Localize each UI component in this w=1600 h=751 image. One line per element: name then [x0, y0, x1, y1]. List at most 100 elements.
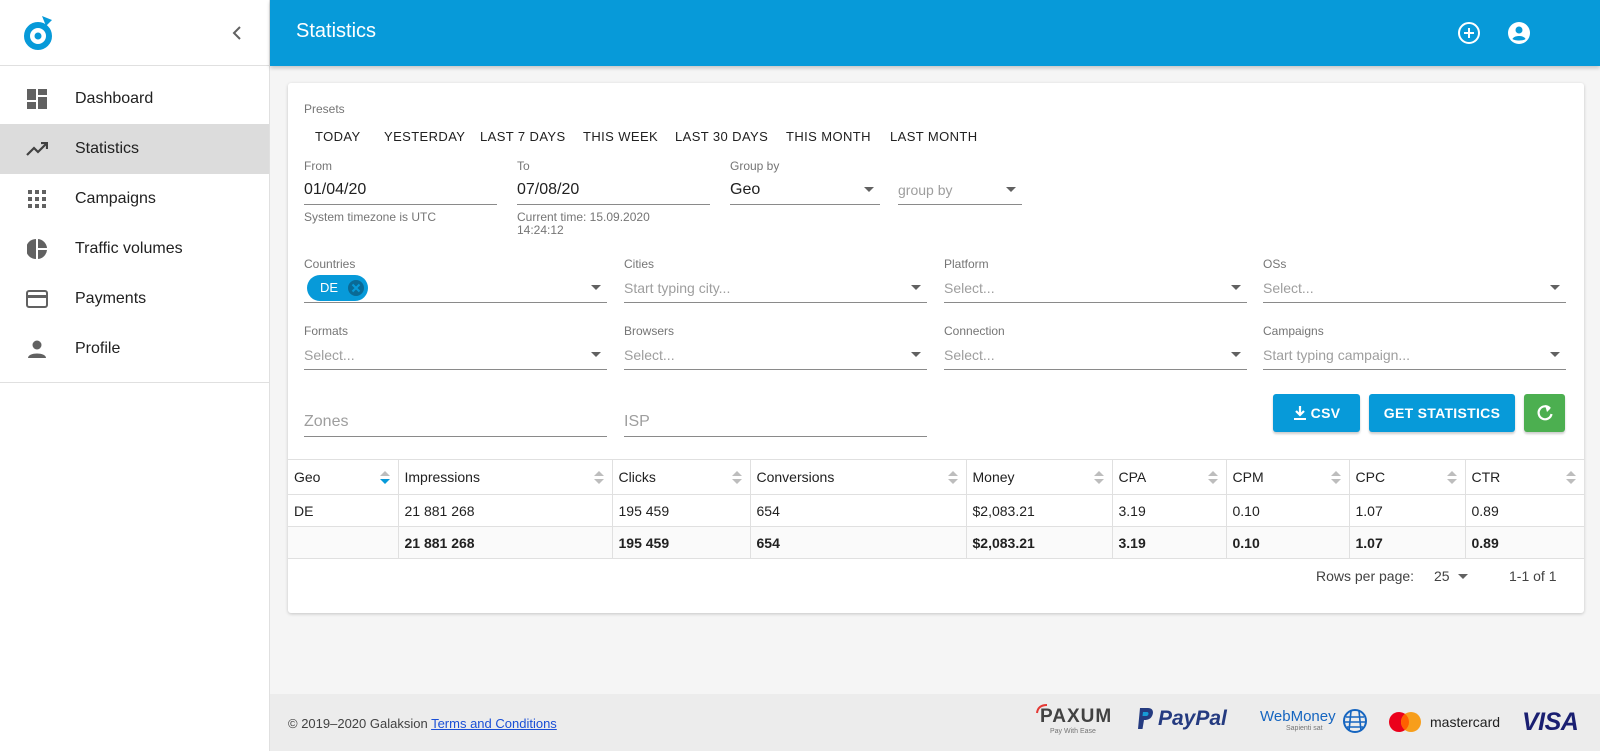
- get-statistics-button[interactable]: GET STATISTICS: [1369, 394, 1515, 432]
- total-money: $2,083.21: [966, 526, 1113, 559]
- reset-button[interactable]: [1524, 394, 1565, 432]
- table-row: DE 21 881 268 195 459 654 $2,083.21 3.19…: [288, 494, 1584, 527]
- chevron-down-icon: [911, 352, 921, 357]
- zones-placeholder: Zones: [304, 412, 349, 430]
- collapse-sidebar-button[interactable]: [226, 22, 248, 44]
- cell-impressions: 21 881 268: [398, 494, 613, 527]
- column-header-label: Clicks: [618, 469, 656, 485]
- group-by-value: Geo: [730, 180, 761, 198]
- mastercard-wordmark: mastercard: [1430, 714, 1501, 730]
- group-by-field: Group by Geo: [730, 159, 880, 205]
- cell-money: $2,083.21: [966, 494, 1113, 527]
- group-by-secondary-select[interactable]: group by: [898, 175, 1022, 205]
- table-totals-row: 21 881 268 195 459 654 $2,083.21 3.19 0.…: [288, 526, 1584, 559]
- column-header-clicks[interactable]: Clicks: [612, 459, 751, 495]
- rows-per-page-select[interactable]: 25: [1434, 566, 1468, 586]
- from-date-input[interactable]: 01/04/20: [304, 175, 497, 205]
- column-header-cpm[interactable]: CPM: [1226, 459, 1350, 495]
- browsers-select[interactable]: Select...: [624, 340, 927, 370]
- column-header-label: CPM: [1232, 469, 1264, 485]
- account-button[interactable]: [1506, 20, 1532, 46]
- sidebar-item-statistics[interactable]: Statistics: [0, 124, 269, 174]
- connection-select[interactable]: Select...: [944, 340, 1247, 370]
- sort-icon: [731, 471, 742, 485]
- connection-label: Connection: [944, 324, 1005, 338]
- apps-grid-icon: [25, 187, 49, 211]
- cell-cpc: 1.07: [1349, 494, 1466, 527]
- column-header-cpa[interactable]: CPA: [1112, 459, 1227, 495]
- column-header-label: CPA: [1118, 469, 1147, 485]
- country-chip: DE: [307, 274, 369, 301]
- sidebar-item-dashboard[interactable]: Dashboard: [0, 74, 269, 124]
- column-header-ctr[interactable]: CTR: [1465, 459, 1584, 495]
- campaigns-label: Campaigns: [1263, 324, 1324, 338]
- to-date-field: To 07/08/20 Current time: 15.09.2020 14:…: [517, 159, 710, 237]
- sort-icon: [947, 471, 958, 485]
- remove-chip-button[interactable]: [346, 278, 366, 298]
- formats-select[interactable]: Select...: [304, 340, 607, 370]
- paxum-logo: PAXUM Pay With Ease: [1036, 704, 1112, 735]
- cities-input[interactable]: Start typing city...: [624, 273, 927, 303]
- isp-input[interactable]: ISP: [624, 407, 927, 437]
- sidebar-header: [0, 0, 269, 66]
- platform-select[interactable]: Select...: [944, 273, 1247, 303]
- chevron-down-icon: [864, 187, 874, 192]
- to-date-input[interactable]: 07/08/20: [517, 175, 710, 205]
- sidebar-item-payments[interactable]: Payments: [0, 274, 269, 324]
- sidebar-item-traffic-volumes[interactable]: Traffic volumes: [0, 224, 269, 274]
- preset-this-week-button[interactable]: THIS WEEK: [583, 128, 659, 144]
- group-by-label: Group by: [730, 159, 780, 173]
- timezone-hint: System timezone is UTC: [304, 210, 437, 224]
- from-date-value: 01/04/20: [304, 180, 367, 198]
- galaksion-logo-icon[interactable]: [20, 12, 58, 57]
- paypal-p-icon: [1138, 708, 1153, 729]
- preset-yesterday-button[interactable]: YESTERDAY: [384, 128, 466, 144]
- oss-select[interactable]: Select...: [1263, 273, 1566, 303]
- cancel-icon: [348, 279, 365, 296]
- chevron-down-icon: [1457, 573, 1468, 579]
- sidebar-item-profile[interactable]: Profile: [0, 324, 269, 374]
- to-date-value: 07/08/20: [517, 180, 580, 198]
- add-button[interactable]: [1456, 20, 1482, 46]
- country-chip-label: DE: [320, 280, 339, 295]
- preset-last-7-days-button[interactable]: LAST 7 DAYS: [480, 128, 566, 144]
- column-header-label: Impressions: [404, 469, 480, 485]
- preset-this-month-button[interactable]: THIS MONTH: [786, 128, 871, 144]
- current-time-clock: 14:24:12: [517, 223, 564, 237]
- paxum-swoosh-icon: [1036, 704, 1048, 714]
- person-icon: [25, 337, 49, 361]
- oss-field: OSs Select...: [1263, 257, 1566, 303]
- add-circle-icon: [1458, 22, 1480, 44]
- group-by-select[interactable]: Geo: [730, 175, 880, 205]
- preset-today-button[interactable]: TODAY: [315, 128, 361, 144]
- oss-label: OSs: [1263, 257, 1287, 271]
- webmoney-wordmark: WebMoney: [1260, 708, 1336, 725]
- column-header-cpc[interactable]: CPC: [1349, 459, 1466, 495]
- column-header-conversions[interactable]: Conversions: [750, 459, 967, 495]
- mastercard-logo: mastercard: [1388, 711, 1500, 733]
- cities-field: Cities Start typing city...: [624, 257, 927, 303]
- column-header-label: CTR: [1471, 469, 1501, 485]
- visa-wordmark: VISA: [1522, 708, 1579, 736]
- rows-per-page-label: Rows per page:: [1316, 568, 1415, 584]
- pagination-range: 1-1 of 1: [1509, 568, 1557, 584]
- csv-download-button[interactable]: CSV: [1273, 394, 1360, 432]
- preset-last-month-button[interactable]: LAST MONTH: [890, 128, 978, 144]
- column-header-geo[interactable]: Geo: [288, 459, 399, 495]
- total-impressions: 21 881 268: [398, 526, 613, 559]
- terms-link[interactable]: Terms and Conditions: [431, 716, 557, 731]
- platform-label: Platform: [944, 257, 989, 271]
- campaigns-field: Campaigns Start typing campaign...: [1263, 324, 1566, 370]
- preset-last-30-days-button[interactable]: LAST 30 DAYS: [675, 128, 769, 144]
- current-time-hint: Current time: 15.09.2020 14:24:12: [517, 211, 710, 237]
- group-by-placeholder: group by: [898, 181, 953, 198]
- current-time-line: Current time: 15.09.2020: [517, 210, 650, 224]
- campaigns-input[interactable]: Start typing campaign...: [1263, 340, 1566, 370]
- page-title: Statistics: [296, 20, 377, 42]
- countries-select[interactable]: DE: [304, 273, 607, 303]
- column-header-money[interactable]: Money: [966, 459, 1113, 495]
- column-header-impressions[interactable]: Impressions: [398, 459, 613, 495]
- zones-input[interactable]: Zones: [304, 407, 607, 437]
- visa-logo: VISA: [1522, 708, 1579, 737]
- sidebar-item-campaigns[interactable]: Campaigns: [0, 174, 269, 224]
